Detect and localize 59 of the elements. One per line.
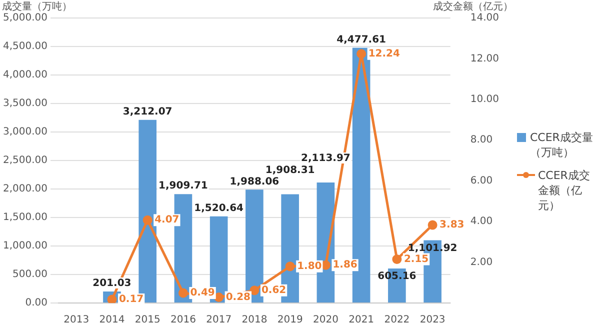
y-tick-label: 1,000.00 [3,240,48,252]
legend-label: CCER成交金额（亿元） [538,168,591,213]
data-label: 0.17 [118,294,144,306]
x-tick-label: 2021 [348,314,374,326]
data-label: 0.28 [226,292,251,303]
x-tick-label: 2016 [170,314,196,326]
text: 1,988.06 [230,176,280,188]
data-label: 0.49 [190,288,215,299]
text: 2,113.97 [301,153,350,164]
point [142,215,152,225]
point [250,286,260,296]
legend-label: CCER成交量（万吨） [530,130,594,160]
data-label: 4.07 [154,214,180,226]
data-label: 1.80 [297,260,322,272]
text: 1,908.31 [265,164,315,176]
y-tick-label: 0.00 [25,298,48,309]
y2-tick-label: 4.00 [470,216,493,228]
text: 1,520.64 [194,202,244,214]
y-tick-label: 500.00 [12,269,48,280]
x-tick-label: 2013 [64,314,90,326]
y2-tick-label: 6.00 [470,175,493,186]
data-label: 1.86 [332,260,358,271]
text: 3,212.07 [122,106,172,118]
point [392,254,402,264]
data-label: 2.15 [404,254,429,265]
y-tick-label: 3,500.00 [3,98,48,110]
x-tick-label: 2020 [312,314,338,326]
x-tick-label: 2019 [277,314,303,326]
y2-tick-label: 2.00 [470,256,493,268]
y-tick-label: 4,000.00 [3,70,48,81]
data-label: 12.24 [368,48,400,60]
y-tick-label: 4,500.00 [3,41,48,52]
y2-tick-label: 10.00 [470,94,500,106]
x-tick-label: 2017 [206,314,232,326]
y2-tick-label: 12.00 [470,53,500,64]
x-tick-label: 2018 [242,314,268,326]
y-axis-title: 成交量（万吨） [2,0,72,13]
data-label: 0.62 [261,284,286,296]
y-tick-label: 2,000.00 [3,184,48,195]
x-tick-label: 2022 [384,314,410,326]
point [178,288,188,298]
y-tick-label: 5,000.00 [3,12,48,24]
y-tick-label: 3,000.00 [3,126,48,138]
point [428,220,438,230]
data-label: 3.83 [440,220,464,231]
y2-tick-label: 8.00 [470,134,493,146]
text: 201.03 [92,278,132,290]
text: 4,477.61 [336,34,386,46]
point [356,49,366,59]
y-tick-label: 1,500.00 [3,212,48,224]
x-tick-label: 2015 [134,314,160,326]
y-tick-label: 2,500.00 [3,155,48,166]
x-tick-label: 2014 [99,314,125,326]
point [285,262,295,272]
y2-tick-label: 14.00 [470,12,500,24]
point [214,292,224,302]
y2-axis-title: 成交金额（亿元） [433,0,513,13]
text: 1,909.71 [158,180,208,192]
x-tick-label: 2023 [420,314,446,326]
